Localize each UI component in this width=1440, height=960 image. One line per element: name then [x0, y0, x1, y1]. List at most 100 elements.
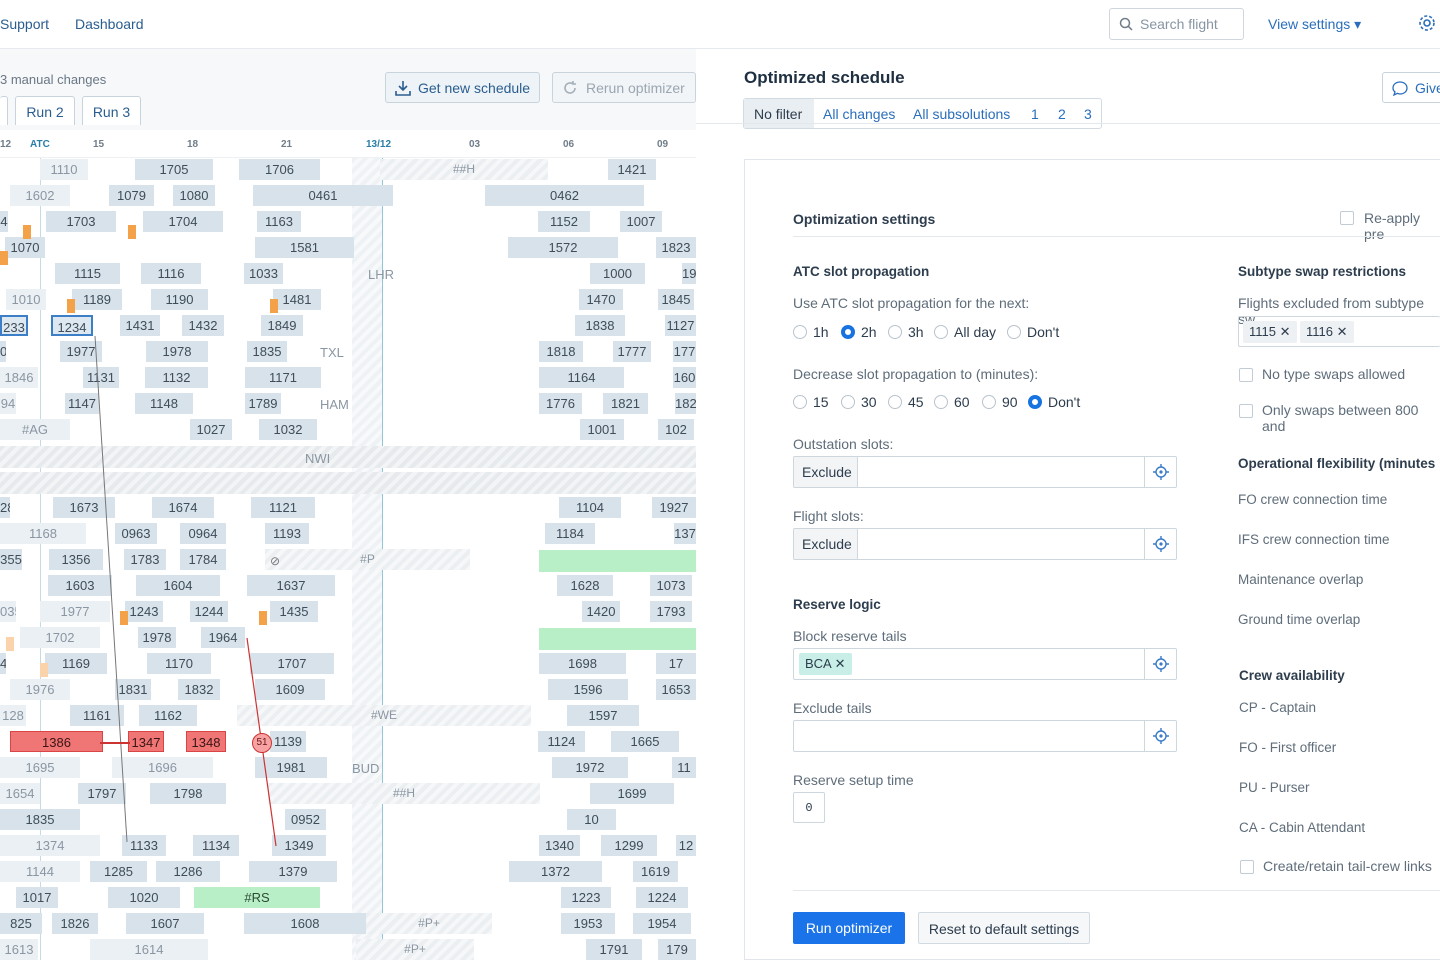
radio-decrease_options-1[interactable] — [841, 395, 855, 409]
radio-atc_options-0[interactable] — [793, 325, 807, 339]
flight-bar[interactable]: 1821 — [603, 393, 648, 414]
block-tails-field[interactable]: BCA ✕ — [793, 648, 1177, 680]
flight-bar[interactable]: 1234 — [51, 315, 93, 336]
flight-bar[interactable]: 1481 — [273, 289, 321, 310]
flight-bar[interactable]: 1818 — [539, 341, 583, 362]
flight-bar[interactable]: 0952 — [285, 809, 326, 830]
filter-3[interactable]: 3 — [1084, 106, 1092, 122]
flight-bar[interactable]: 4 — [0, 211, 8, 232]
reapply-checkbox[interactable] — [1340, 211, 1354, 225]
maintenance-block[interactable] — [539, 628, 696, 650]
flight-bar[interactable]: 1976 — [10, 679, 70, 700]
filter-no-filter[interactable]: No filter — [754, 106, 803, 122]
flight-bar[interactable]: 1637 — [247, 575, 335, 596]
nav-dashboard[interactable]: Dashboard — [75, 16, 144, 32]
flight-bar[interactable]: 1702 — [20, 627, 100, 648]
flight-bar[interactable]: 1604 — [136, 575, 220, 596]
flight-bar[interactable]: 1152 — [538, 211, 590, 232]
no-type-swaps-checkbox[interactable] — [1239, 368, 1253, 382]
run-tab-3[interactable]: Run 3 — [82, 96, 141, 125]
get-new-schedule-button[interactable]: Get new schedule — [385, 72, 540, 103]
flight-bar[interactable]: 1776 — [539, 393, 582, 414]
radio-decrease_options-0[interactable] — [793, 395, 807, 409]
target-icon[interactable] — [1144, 721, 1176, 751]
flight-bar[interactable]: 12 — [676, 835, 696, 856]
flight-bar[interactable]: 1826 — [52, 913, 98, 934]
flight-bar[interactable]: 1190 — [151, 289, 208, 310]
flight-bar[interactable]: 11 — [672, 757, 696, 778]
flight-bar[interactable]: 1470 — [579, 289, 623, 310]
flight-bar[interactable]: 1435 — [270, 601, 318, 622]
flight-bar[interactable]: 1614 — [90, 939, 208, 960]
flight-bar[interactable]: 102 — [658, 419, 694, 440]
flight-bar[interactable]: 1134 — [193, 835, 239, 856]
flight-slots-field[interactable]: Exclude — [793, 528, 1177, 560]
run-tab-2[interactable]: Run 2 — [15, 96, 75, 125]
flight-bar[interactable]: 1223 — [561, 887, 611, 908]
flight-bar[interactable]: 1348 — [186, 731, 226, 752]
flight-bar[interactable]: 1299 — [601, 835, 657, 856]
flight-bar[interactable]: #AG — [0, 419, 70, 440]
flight-bar[interactable]: 1121 — [251, 497, 315, 518]
flight-bar[interactable]: 1033 — [244, 263, 283, 284]
hidden-eye-icon[interactable]: ⊘ — [270, 554, 281, 568]
flight-bar[interactable]: 94 — [0, 393, 16, 414]
target-icon[interactable] — [1144, 649, 1176, 679]
flight-bar[interactable]: 1696 — [112, 757, 213, 778]
radio-decrease_options-5[interactable] — [1028, 395, 1042, 409]
rerun-optimizer-button[interactable]: Rerun optimizer — [552, 72, 696, 103]
flight-chip[interactable]: 1115 ✕ — [1243, 321, 1297, 343]
filter-2[interactable]: 2 — [1058, 106, 1066, 122]
flight-bar[interactable]: 1170 — [147, 653, 211, 674]
radio-decrease_options-4[interactable] — [982, 395, 996, 409]
flight-bar[interactable]: 1927 — [652, 497, 696, 518]
flight-bar[interactable]: 1386 — [10, 731, 103, 752]
flight-bar[interactable]: 1797 — [78, 783, 126, 804]
flight-bar[interactable]: 137 — [674, 523, 696, 544]
flight-bar[interactable]: 1698 — [539, 653, 626, 674]
flight-bar[interactable]: 1706 — [239, 159, 320, 180]
view-settings-dropdown[interactable]: View settings ▾ — [1268, 16, 1362, 32]
run-tab-1[interactable] — [0, 96, 8, 125]
flight-bar[interactable]: 825 — [0, 913, 42, 934]
flight-bar[interactable]: 1356 — [49, 549, 103, 570]
flight-bar[interactable]: 355 — [0, 549, 22, 570]
flight-bar[interactable]: 1846 — [0, 367, 38, 388]
flight-bar[interactable]: 1127 — [665, 315, 696, 336]
flight-bar[interactable]: 1171 — [245, 367, 321, 388]
flight-bar[interactable]: 0963 — [115, 523, 157, 544]
flight-bar[interactable]: 1977 — [40, 601, 110, 622]
outstation-exclude-select[interactable]: Exclude — [794, 457, 858, 487]
flight-bar[interactable]: 1431 — [120, 315, 160, 336]
bca-chip[interactable]: BCA ✕ — [799, 653, 852, 675]
flight-bar[interactable]: 1798 — [150, 783, 226, 804]
flight-bar[interactable]: 1602 — [10, 185, 70, 206]
flight-bar[interactable]: 182 — [675, 393, 696, 414]
flight-bar[interactable]: 1972 — [552, 757, 628, 778]
flight-bar[interactable]: 1978 — [138, 627, 176, 648]
flight-bar[interactable]: 1243 — [125, 601, 163, 622]
flight-bar[interactable]: 1379 — [249, 861, 337, 882]
flight-bar[interactable]: 1673 — [53, 497, 115, 518]
flight-bar[interactable]: 1124 — [538, 731, 585, 752]
flight-bar[interactable]: #P — [265, 549, 470, 570]
flight-bar[interactable]: 1849 — [261, 315, 303, 336]
flight-bar[interactable]: 1163 — [257, 211, 301, 232]
flight-bar[interactable]: 17 — [656, 653, 696, 674]
flight-bar[interactable]: 1831 — [115, 679, 151, 700]
run-optimizer-button[interactable]: Run optimizer — [793, 912, 905, 944]
flight-bar[interactable]: 0 — [0, 341, 6, 362]
flight-bar[interactable]: 1420 — [582, 601, 620, 622]
flight-bar[interactable]: 1340 — [539, 835, 580, 856]
flight-bar[interactable]: 1285 — [90, 861, 147, 882]
flight-bar[interactable]: 1953 — [561, 913, 615, 934]
radio-atc_options-4[interactable] — [1007, 325, 1021, 339]
flight-bar[interactable]: 1977 — [60, 341, 102, 362]
target-icon[interactable] — [1144, 457, 1176, 487]
flight-bar[interactable]: 1000 — [590, 263, 645, 284]
flight-bar[interactable]: 1653 — [656, 679, 696, 700]
flight-bar[interactable]: 1032 — [259, 419, 317, 440]
flight-bar[interactable]: 1132 — [145, 367, 208, 388]
flight-bar[interactable]: 1144 — [0, 861, 80, 882]
flight-bar[interactable]: 1608 — [244, 913, 366, 934]
